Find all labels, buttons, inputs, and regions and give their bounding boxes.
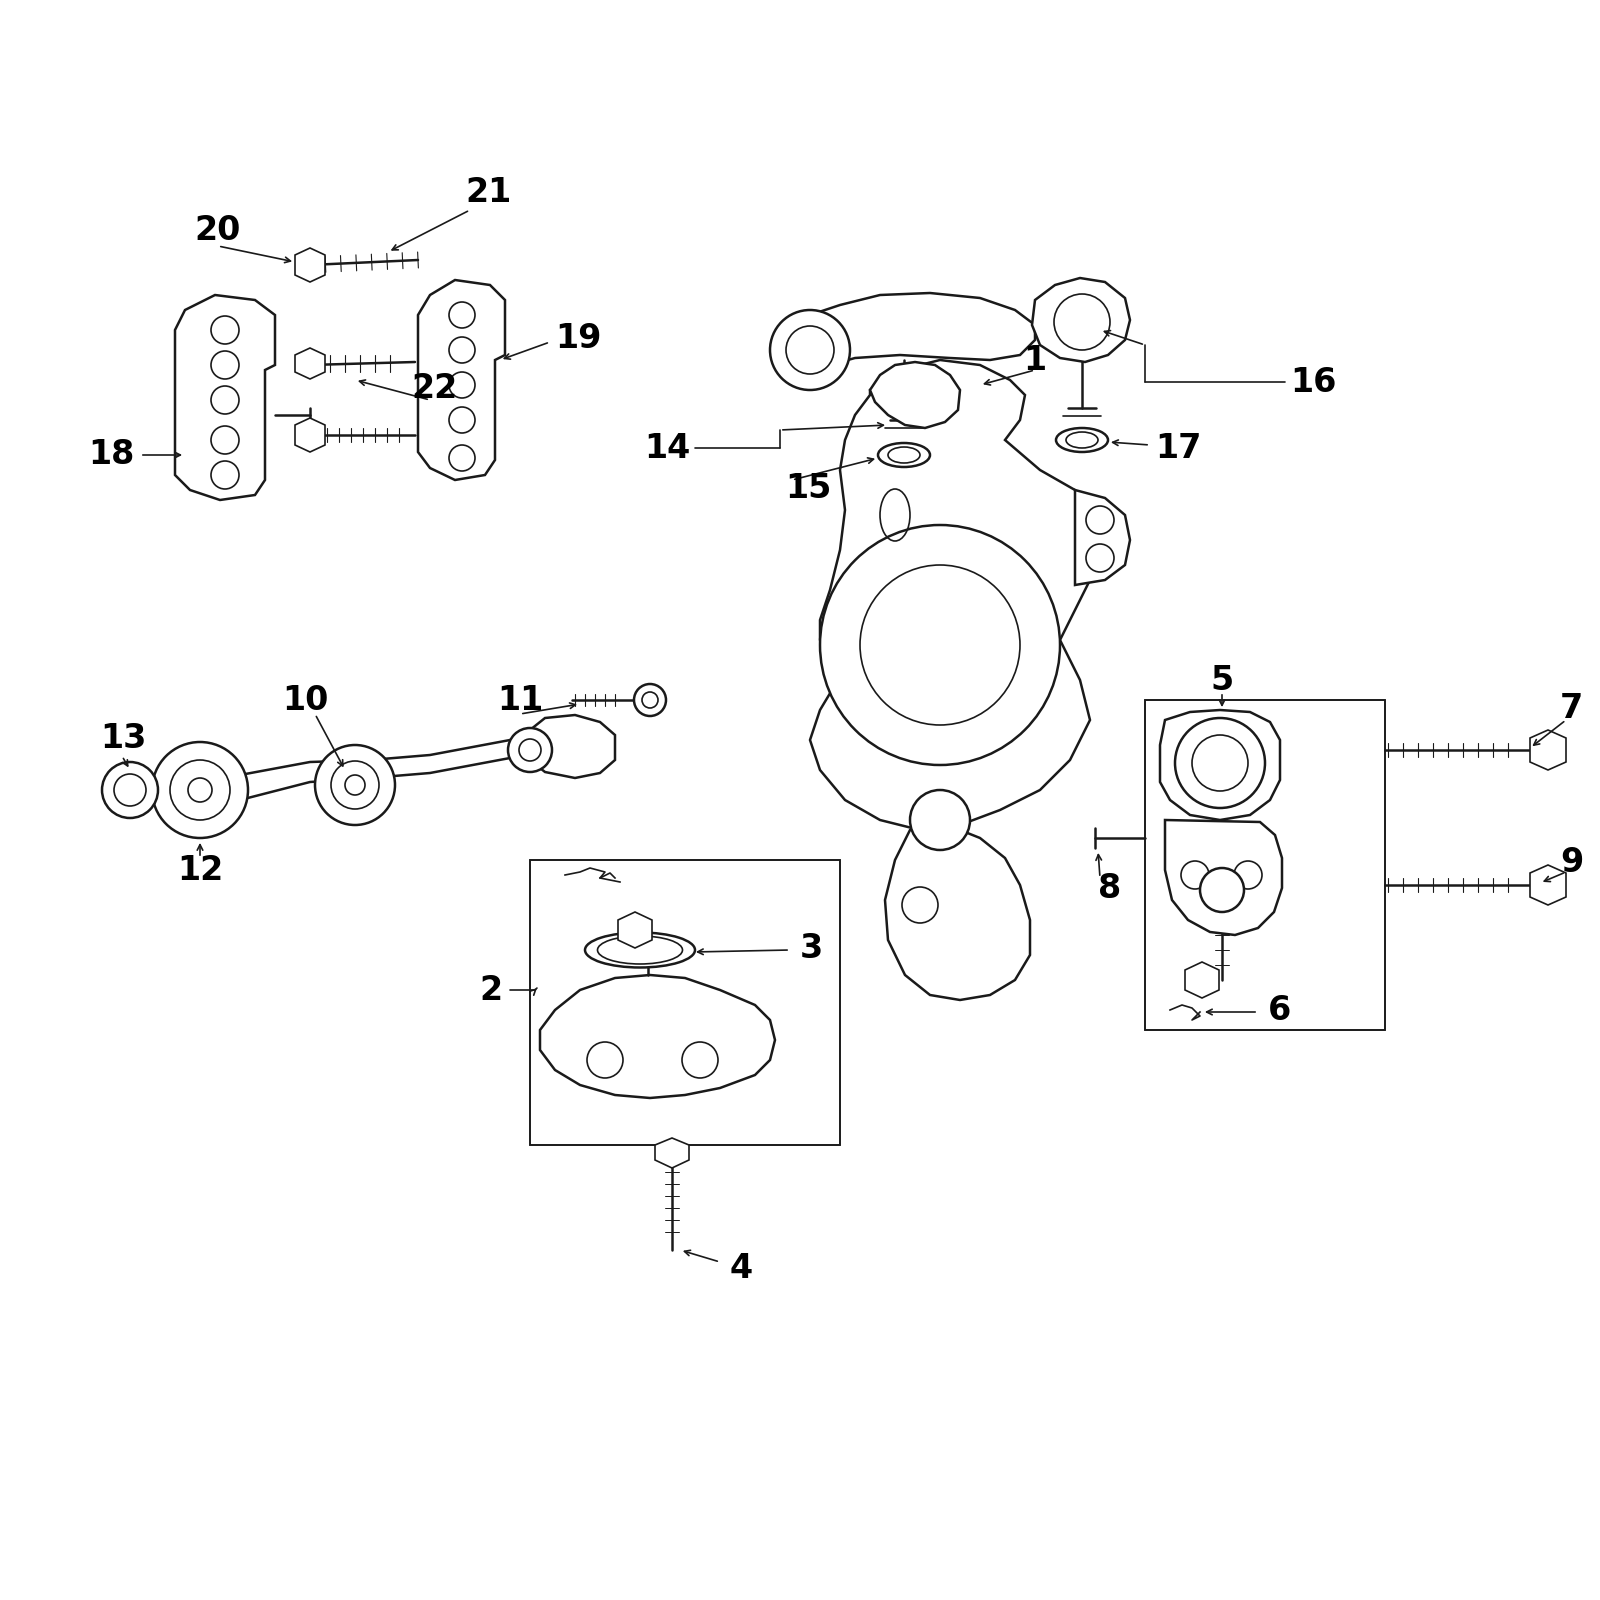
Circle shape [211, 317, 238, 344]
Text: 13: 13 [99, 722, 146, 755]
Text: 15: 15 [786, 472, 832, 504]
Circle shape [211, 461, 238, 490]
Text: 6: 6 [1267, 994, 1291, 1027]
Polygon shape [1075, 490, 1130, 586]
Text: 4: 4 [730, 1251, 754, 1285]
Circle shape [315, 746, 395, 826]
Polygon shape [174, 294, 275, 499]
Polygon shape [294, 248, 325, 282]
Polygon shape [1530, 730, 1566, 770]
Ellipse shape [1056, 427, 1107, 451]
Polygon shape [810, 360, 1094, 830]
Polygon shape [1032, 278, 1130, 362]
Text: 22: 22 [411, 371, 458, 405]
Bar [1146, 701, 1386, 1030]
Circle shape [450, 302, 475, 328]
Circle shape [450, 406, 475, 434]
Circle shape [189, 778, 211, 802]
Circle shape [587, 1042, 622, 1078]
Text: 16: 16 [1290, 365, 1336, 398]
Circle shape [450, 338, 475, 363]
Circle shape [102, 762, 158, 818]
Polygon shape [618, 912, 653, 947]
Circle shape [211, 350, 238, 379]
Circle shape [819, 525, 1059, 765]
Bar [1146, 701, 1386, 1030]
Circle shape [1054, 294, 1110, 350]
Text: 21: 21 [466, 176, 510, 208]
Text: 5: 5 [1210, 664, 1234, 696]
Ellipse shape [586, 933, 694, 968]
Circle shape [450, 371, 475, 398]
Ellipse shape [878, 443, 930, 467]
Text: 1: 1 [1024, 344, 1046, 376]
Polygon shape [870, 362, 960, 427]
Text: 19: 19 [555, 322, 602, 355]
Polygon shape [1186, 962, 1219, 998]
Polygon shape [1160, 710, 1280, 819]
Circle shape [450, 445, 475, 470]
Circle shape [1234, 861, 1262, 890]
Circle shape [634, 685, 666, 717]
Polygon shape [240, 739, 530, 800]
Text: 11: 11 [498, 683, 542, 717]
Polygon shape [1165, 819, 1282, 934]
Circle shape [1200, 867, 1245, 912]
Circle shape [1086, 544, 1114, 573]
Circle shape [346, 774, 365, 795]
Text: 12: 12 [178, 853, 222, 886]
Bar [530, 861, 840, 1146]
Polygon shape [294, 418, 325, 451]
Text: 8: 8 [1098, 872, 1122, 904]
Bar [530, 861, 840, 1146]
Text: 20: 20 [195, 213, 242, 246]
Circle shape [211, 386, 238, 414]
Polygon shape [885, 830, 1030, 1000]
Polygon shape [810, 293, 1035, 374]
Text: 18: 18 [88, 438, 134, 472]
Circle shape [1181, 861, 1210, 890]
Circle shape [509, 728, 552, 773]
Circle shape [152, 742, 248, 838]
Text: 14: 14 [643, 432, 690, 464]
Polygon shape [294, 349, 325, 379]
Circle shape [1086, 506, 1114, 534]
Circle shape [682, 1042, 718, 1078]
Text: 9: 9 [1560, 845, 1584, 878]
Text: 2: 2 [478, 973, 502, 1006]
Text: 17: 17 [1155, 432, 1202, 464]
Polygon shape [530, 715, 614, 778]
Polygon shape [541, 974, 774, 1098]
Text: 7: 7 [1560, 691, 1584, 725]
Text: 10: 10 [282, 683, 328, 717]
Polygon shape [654, 1138, 690, 1168]
Polygon shape [1530, 866, 1566, 906]
Text: 3: 3 [800, 931, 824, 965]
Polygon shape [418, 280, 506, 480]
Circle shape [1174, 718, 1266, 808]
Circle shape [211, 426, 238, 454]
Circle shape [910, 790, 970, 850]
Circle shape [770, 310, 850, 390]
